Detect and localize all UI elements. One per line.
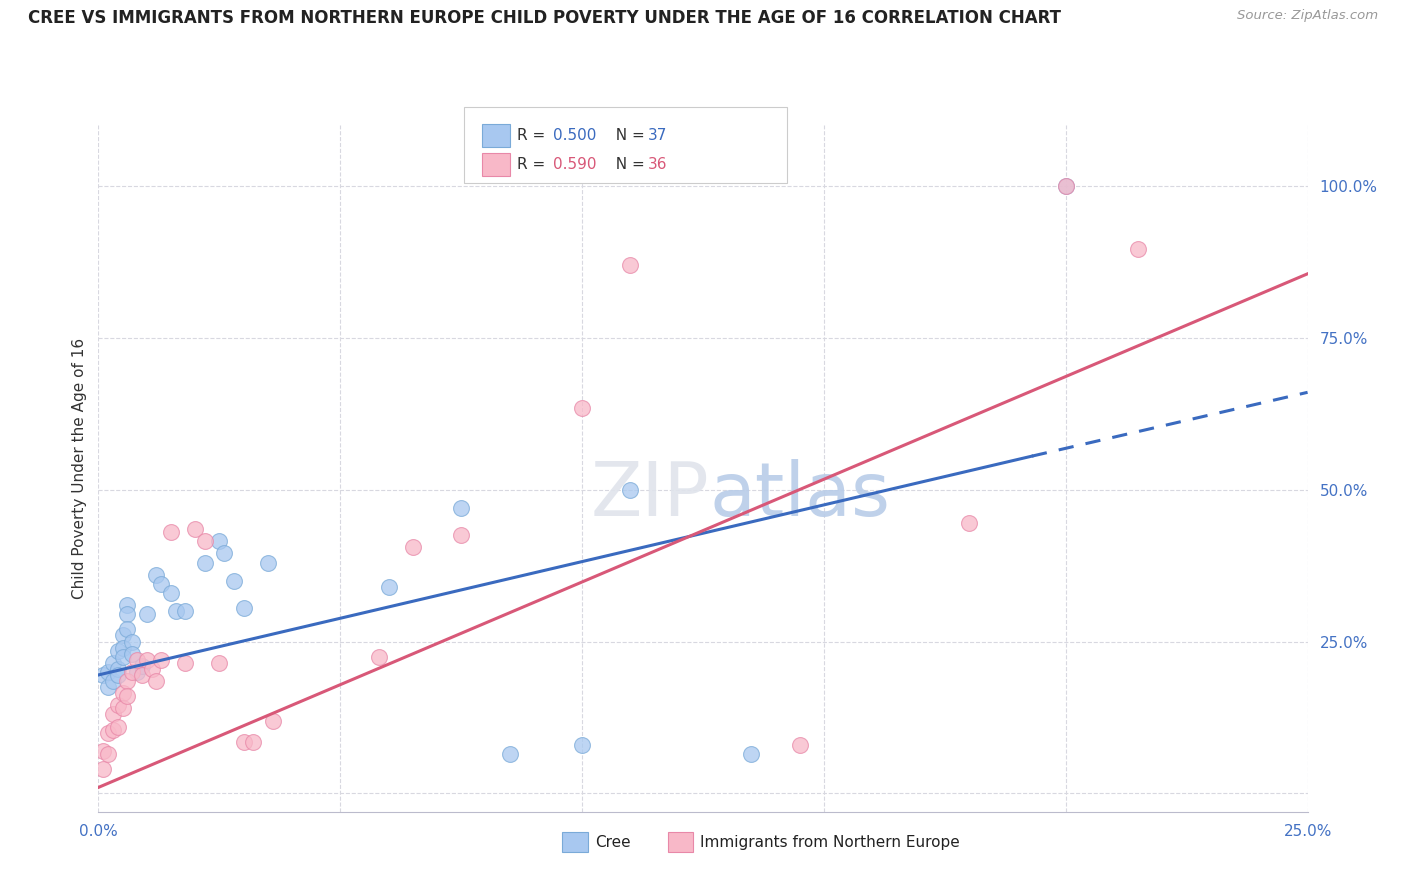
Point	[208, 534, 231, 549]
Point	[131, 658, 153, 673]
Point	[97, 665, 120, 679]
Point	[619, 258, 641, 272]
Text: N =: N =	[606, 128, 650, 143]
Point	[141, 662, 163, 676]
Point	[121, 634, 143, 648]
Text: 0.590: 0.590	[553, 157, 596, 171]
Point	[1054, 178, 1077, 193]
Point	[1054, 178, 1077, 193]
Point	[91, 762, 114, 776]
Point	[107, 720, 129, 734]
Point	[111, 640, 134, 655]
Point	[571, 738, 593, 752]
Point	[242, 735, 264, 749]
Point	[222, 574, 245, 588]
Point	[107, 698, 129, 713]
Point	[107, 643, 129, 657]
Text: Source: ZipAtlas.com: Source: ZipAtlas.com	[1237, 9, 1378, 22]
Point	[184, 522, 207, 536]
Point	[150, 576, 173, 591]
Text: Immigrants from Northern Europe: Immigrants from Northern Europe	[700, 835, 960, 849]
Point	[111, 628, 134, 642]
Point	[165, 604, 187, 618]
Point	[117, 607, 139, 622]
Point	[107, 662, 129, 676]
Point	[145, 673, 167, 688]
Point	[160, 525, 183, 540]
Text: atlas: atlas	[709, 459, 890, 533]
Text: R =: R =	[517, 157, 551, 171]
Point	[212, 546, 235, 560]
Point	[160, 586, 183, 600]
Point	[619, 483, 641, 497]
Point	[97, 725, 120, 739]
Point	[111, 701, 134, 715]
Text: 37: 37	[648, 128, 668, 143]
Point	[97, 747, 120, 761]
Point	[402, 541, 425, 555]
Point	[91, 668, 114, 682]
Point	[111, 686, 134, 700]
Point	[368, 649, 391, 664]
Point	[127, 665, 149, 679]
Point	[789, 738, 811, 752]
Point	[208, 656, 231, 670]
Point	[127, 653, 149, 667]
Point	[957, 516, 980, 530]
Text: N =: N =	[606, 157, 650, 171]
Point	[101, 673, 124, 688]
Point	[101, 707, 124, 722]
Point	[117, 623, 139, 637]
Point	[1128, 243, 1150, 257]
Point	[117, 690, 139, 704]
Point	[150, 653, 173, 667]
Point	[117, 673, 139, 688]
Point	[450, 528, 472, 542]
Point	[101, 723, 124, 737]
Point	[232, 601, 254, 615]
Point	[121, 647, 143, 661]
Text: ZIP: ZIP	[591, 459, 709, 533]
Point	[107, 668, 129, 682]
Point	[571, 401, 593, 415]
Point	[135, 653, 157, 667]
Point	[194, 534, 217, 549]
Point	[135, 607, 157, 622]
Point	[117, 598, 139, 612]
Point	[174, 656, 197, 670]
Point	[262, 714, 284, 728]
Point	[145, 567, 167, 582]
Point	[97, 680, 120, 694]
Point	[498, 747, 520, 761]
Point	[111, 649, 134, 664]
Text: 0.500: 0.500	[553, 128, 596, 143]
Point	[232, 735, 254, 749]
Point	[377, 580, 399, 594]
Text: 36: 36	[648, 157, 668, 171]
Point	[174, 604, 197, 618]
Text: R =: R =	[517, 128, 551, 143]
Point	[194, 556, 217, 570]
Point	[101, 656, 124, 670]
Point	[91, 744, 114, 758]
Point	[450, 500, 472, 515]
Point	[740, 747, 762, 761]
Text: Cree: Cree	[595, 835, 630, 849]
Point	[131, 668, 153, 682]
Point	[121, 665, 143, 679]
Y-axis label: Child Poverty Under the Age of 16: Child Poverty Under the Age of 16	[72, 338, 87, 599]
Text: CREE VS IMMIGRANTS FROM NORTHERN EUROPE CHILD POVERTY UNDER THE AGE OF 16 CORREL: CREE VS IMMIGRANTS FROM NORTHERN EUROPE …	[28, 9, 1062, 27]
Point	[256, 556, 278, 570]
